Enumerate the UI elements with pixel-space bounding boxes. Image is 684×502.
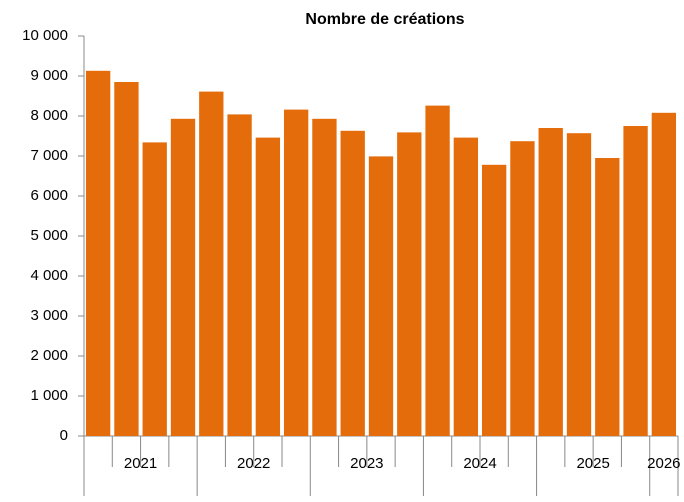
bar (651, 112, 677, 437)
x-group-label: 2026 (647, 455, 680, 472)
bar (368, 156, 394, 436)
bar (397, 132, 422, 436)
bar (538, 128, 563, 436)
y-tick-label: 6 000 (30, 187, 68, 204)
bar (85, 70, 111, 437)
y-tick-label: 8 000 (30, 107, 68, 124)
bar (227, 114, 252, 437)
y-tick-label: 3 000 (30, 307, 68, 324)
bar (170, 118, 196, 437)
x-group-label: 2023 (350, 455, 383, 472)
bar (566, 133, 592, 436)
y-tick-label: 5 000 (30, 227, 68, 244)
bar (425, 105, 450, 436)
bar (595, 158, 620, 436)
bar (114, 82, 139, 436)
bar (142, 142, 167, 436)
y-tick-label: 7 000 (30, 147, 68, 164)
x-group-label: 2021 (124, 455, 157, 472)
bar (199, 91, 224, 436)
y-tick-label: 10 000 (22, 27, 68, 44)
bar (255, 137, 281, 436)
x-group-label: 2025 (576, 455, 609, 472)
y-tick-label: 4 000 (30, 267, 68, 284)
x-group-label: 2022 (237, 455, 270, 472)
y-tick-label: 9 000 (30, 67, 68, 84)
y-tick-label: 1 000 (30, 387, 68, 404)
bar (340, 130, 365, 437)
bar (481, 164, 507, 437)
bar (312, 118, 337, 437)
bar (623, 126, 648, 436)
x-group-label: 2024 (463, 455, 496, 472)
bar (453, 137, 479, 436)
bar (510, 141, 535, 436)
bar (283, 109, 309, 436)
y-tick-label: 2 000 (30, 347, 68, 364)
y-tick-label: 0 (60, 427, 68, 444)
chart-title: Nombre de créations (305, 11, 464, 28)
